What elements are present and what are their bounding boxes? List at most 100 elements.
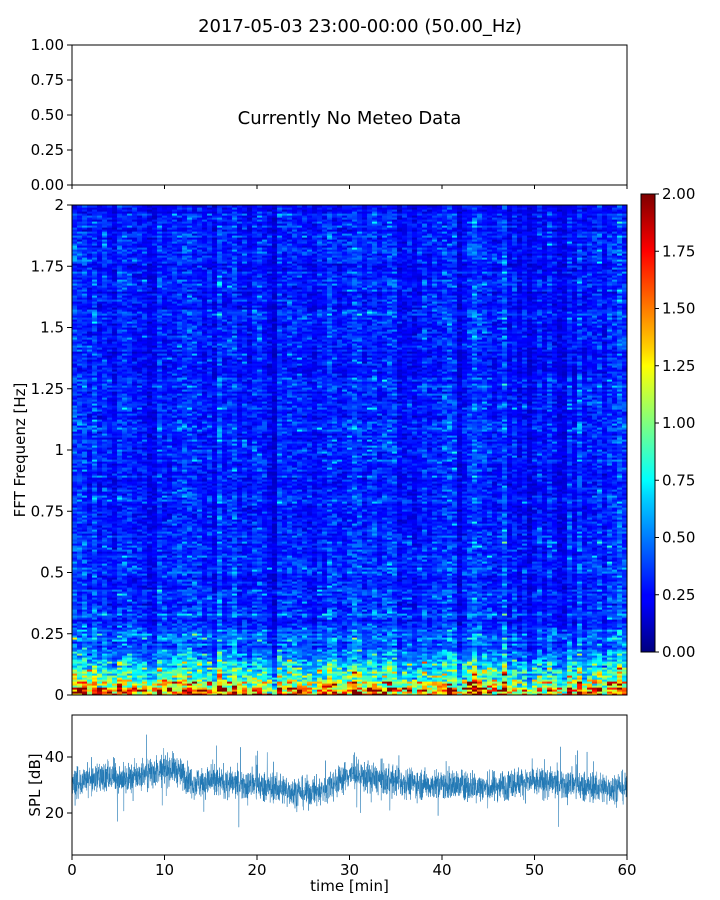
spectrogram-cell xyxy=(262,691,268,694)
spectrogram-cell xyxy=(552,657,558,660)
spectrogram-cell xyxy=(107,653,113,656)
spectrogram-cell xyxy=(307,645,313,648)
spectrogram-cell xyxy=(512,685,518,688)
spectrogram-cell xyxy=(457,679,463,682)
spectrogram-cell xyxy=(142,637,148,640)
spectrogram-cell xyxy=(257,673,263,676)
spectrogram-cell xyxy=(397,647,403,650)
spectrogram-cell xyxy=(577,691,583,694)
spectrogram-cell xyxy=(137,661,143,664)
spectrogram-cell xyxy=(457,667,463,670)
spectrogram-cell xyxy=(547,673,553,676)
spectrogram-cell xyxy=(402,669,408,672)
spectrogram-cell xyxy=(622,645,627,648)
spectrogram-cell xyxy=(457,659,463,662)
spectrogram-cell xyxy=(202,671,208,674)
spectrogram-cell xyxy=(552,673,558,676)
spectrogram-cell xyxy=(617,657,623,660)
spectrogram-cell xyxy=(542,665,548,668)
spectrogram-cell xyxy=(527,669,533,672)
spectrogram-cell xyxy=(212,661,218,664)
spectrogram-cell xyxy=(342,671,348,674)
spectrogram-cell xyxy=(537,633,543,636)
spectrogram-cell xyxy=(402,675,408,678)
spectrogram-cell xyxy=(77,669,83,672)
spectrogram-cell xyxy=(242,693,248,695)
spectrogram-cell xyxy=(507,663,513,666)
spectrogram-cell xyxy=(202,645,208,648)
spectrogram-cell xyxy=(112,687,118,690)
spectrogram-cell xyxy=(347,671,353,674)
spectrogram-cell xyxy=(272,655,278,658)
spectrogram-cell xyxy=(302,655,308,658)
spectrogram-cell xyxy=(122,631,128,634)
spectrogram-cell xyxy=(412,691,418,694)
spectrogram-cell xyxy=(157,653,163,656)
spectrogram-cell xyxy=(192,639,198,642)
spectrogram-cell xyxy=(307,677,313,680)
spectrogram-cell xyxy=(617,679,623,682)
spectrogram-cell xyxy=(457,673,463,676)
spectrogram-cell xyxy=(317,673,323,676)
spectrogram-cell xyxy=(507,687,513,690)
spectrogram-cell xyxy=(342,645,348,648)
spectrogram-cell xyxy=(152,667,158,670)
spectrogram-cell xyxy=(592,691,598,694)
spectrogram-cell xyxy=(427,669,433,672)
spectrogram-cell xyxy=(147,677,153,680)
spectrogram-cell xyxy=(132,665,138,668)
spectrogram-cell xyxy=(412,671,418,674)
spectrogram-cell xyxy=(232,651,238,654)
spectrogram-cell xyxy=(622,647,627,650)
spectrogram-cell xyxy=(477,687,483,690)
spectrogram-cell xyxy=(232,631,238,634)
spectrogram-cell xyxy=(277,685,283,688)
spectrogram-cell xyxy=(602,649,608,652)
spectrogram-cell xyxy=(567,645,573,648)
spectrogram-cell xyxy=(357,667,363,670)
spectrogram-cell xyxy=(417,643,423,646)
spectrogram-cell xyxy=(297,669,303,672)
spectrogram-cell xyxy=(332,655,338,658)
spectrogram-cell xyxy=(247,655,253,658)
spectrogram-cell xyxy=(77,675,83,678)
spectrogram-cell xyxy=(207,641,213,644)
spectrogram-cell xyxy=(92,683,98,686)
spectrogram-cell xyxy=(492,635,498,638)
spectrogram-cell xyxy=(332,691,338,694)
spectrogram-cell xyxy=(237,657,243,660)
spectrogram-cell xyxy=(392,657,398,660)
spectrogram-cell xyxy=(192,653,198,656)
spectrogram-cell xyxy=(272,661,278,664)
spectrogram-cell xyxy=(202,687,208,690)
spectrogram-cell xyxy=(542,633,548,636)
spectrogram-cell xyxy=(397,641,403,644)
spectrogram-cell xyxy=(497,645,503,648)
spectrogram-cell xyxy=(117,689,123,692)
spectrogram-cell xyxy=(607,643,613,646)
spectrogram-cell xyxy=(87,631,93,634)
spectrogram-cell xyxy=(387,641,393,644)
spectrogram-cell xyxy=(592,643,598,646)
spectrogram-cell xyxy=(592,669,598,672)
spectrogram-cell xyxy=(317,647,323,650)
spectrogram-cell xyxy=(477,637,483,640)
spectrogram-cell xyxy=(587,683,593,686)
spectrogram-cell xyxy=(427,689,433,692)
spectrogram-cell xyxy=(72,653,78,656)
spectrogram-cell xyxy=(392,649,398,652)
spectrogram-cell xyxy=(587,653,593,656)
spectrogram-cell xyxy=(207,659,213,662)
spectrogram-cell xyxy=(152,641,158,644)
spectrogram-cell xyxy=(297,651,303,654)
spectrogram-cell xyxy=(382,693,388,695)
spectrogram-cell xyxy=(257,661,263,664)
spectrogram-cell xyxy=(447,687,453,690)
spectrogram-cell xyxy=(312,659,318,662)
spectrogram-cell xyxy=(177,685,183,688)
spectrogram-cell xyxy=(257,657,263,660)
spectrogram-cell xyxy=(387,633,393,636)
spectrogram-cell xyxy=(142,633,148,636)
spectrogram-cell xyxy=(347,651,353,654)
